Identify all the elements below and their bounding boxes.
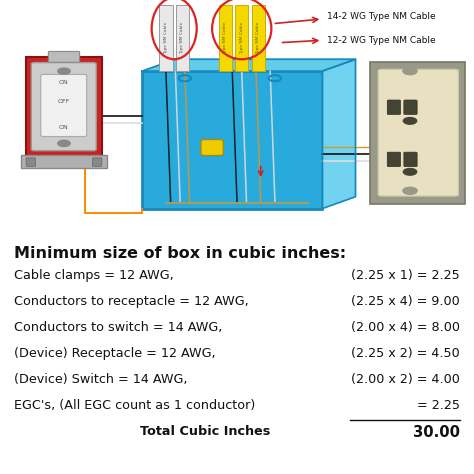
Text: Type NM Cable: Type NM Cable xyxy=(240,22,244,54)
Polygon shape xyxy=(322,59,356,209)
Circle shape xyxy=(403,118,417,124)
Text: Conductors to receptacle = 12 AWG,: Conductors to receptacle = 12 AWG, xyxy=(14,295,249,308)
FancyBboxPatch shape xyxy=(219,5,232,71)
Text: ON: ON xyxy=(59,81,69,85)
FancyBboxPatch shape xyxy=(142,71,322,209)
Text: Minimum size of box in cubic inches:: Minimum size of box in cubic inches: xyxy=(14,246,346,261)
Text: (Device) Receptacle = 12 AWG,: (Device) Receptacle = 12 AWG, xyxy=(14,347,216,360)
FancyBboxPatch shape xyxy=(21,155,107,168)
FancyBboxPatch shape xyxy=(159,5,173,71)
Text: (Device) Switch = 14 AWG,: (Device) Switch = 14 AWG, xyxy=(14,373,188,386)
Text: = 2.25: = 2.25 xyxy=(417,399,460,412)
Circle shape xyxy=(58,68,70,74)
Text: 12-2 WG Type NM Cable: 12-2 WG Type NM Cable xyxy=(327,36,436,45)
Circle shape xyxy=(403,67,417,74)
Text: (2.00 x 2) = 4.00: (2.00 x 2) = 4.00 xyxy=(351,373,460,386)
Text: ON: ON xyxy=(59,126,69,130)
Text: 14-2 WG Type NM Cable: 14-2 WG Type NM Cable xyxy=(327,12,436,21)
FancyBboxPatch shape xyxy=(201,139,223,155)
FancyBboxPatch shape xyxy=(378,69,458,196)
Text: (2.25 x 2) = 4.50: (2.25 x 2) = 4.50 xyxy=(351,347,460,360)
FancyBboxPatch shape xyxy=(404,152,417,167)
FancyBboxPatch shape xyxy=(26,158,36,166)
Text: Cable clamps = 12 AWG,: Cable clamps = 12 AWG, xyxy=(14,269,174,282)
FancyBboxPatch shape xyxy=(370,62,465,204)
Text: Type NM Cable: Type NM Cable xyxy=(223,22,227,54)
FancyBboxPatch shape xyxy=(387,152,401,167)
Polygon shape xyxy=(142,59,356,71)
FancyBboxPatch shape xyxy=(26,57,102,156)
Circle shape xyxy=(403,187,417,194)
FancyBboxPatch shape xyxy=(387,100,401,115)
FancyBboxPatch shape xyxy=(176,5,189,71)
Circle shape xyxy=(58,140,70,146)
FancyBboxPatch shape xyxy=(92,158,102,166)
Text: (2.00 x 4) = 8.00: (2.00 x 4) = 8.00 xyxy=(351,321,460,334)
FancyBboxPatch shape xyxy=(41,74,87,137)
FancyBboxPatch shape xyxy=(31,63,96,151)
Text: Total Cubic Inches: Total Cubic Inches xyxy=(140,425,270,438)
FancyBboxPatch shape xyxy=(48,52,80,63)
Text: (2.25 x 4) = 9.00: (2.25 x 4) = 9.00 xyxy=(351,295,460,308)
Text: 30.00: 30.00 xyxy=(413,425,460,440)
Text: Type NM Cable: Type NM Cable xyxy=(256,22,260,54)
Text: (2.25 x 1) = 2.25: (2.25 x 1) = 2.25 xyxy=(351,269,460,282)
Circle shape xyxy=(403,169,417,175)
FancyBboxPatch shape xyxy=(235,5,248,71)
FancyBboxPatch shape xyxy=(252,5,265,71)
Text: Conductors to switch = 14 AWG,: Conductors to switch = 14 AWG, xyxy=(14,321,222,334)
Text: EGC's, (All EGC count as 1 conductor): EGC's, (All EGC count as 1 conductor) xyxy=(14,399,255,412)
Text: Type NM Cable: Type NM Cable xyxy=(164,22,168,54)
Text: OFF: OFF xyxy=(58,100,70,104)
FancyBboxPatch shape xyxy=(404,100,417,115)
Text: Type NM Cable: Type NM Cable xyxy=(181,22,184,54)
